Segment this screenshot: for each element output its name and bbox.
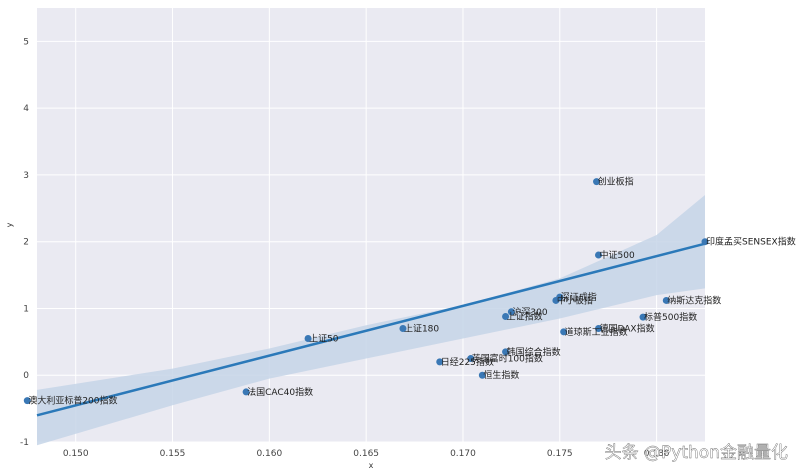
y-tick-label: 4 (23, 104, 29, 114)
data-point (560, 328, 568, 336)
data-point (502, 348, 510, 356)
y-tick-label: -1 (20, 438, 29, 448)
x-axis-label: x (369, 461, 374, 470)
point-label: 沪深300 (512, 306, 547, 318)
confidence-band (37, 195, 705, 446)
data-point (436, 358, 444, 366)
data-point (662, 296, 670, 304)
point-label: 中小板指 (557, 294, 593, 306)
data-point (478, 371, 486, 379)
axis-ticks: 0.150 0.155 0.160 0.165 0.170 0.175 0.180 -1 0 1 2… (20, 37, 670, 459)
point-label: 上证指数 (507, 310, 543, 322)
data-point (242, 388, 250, 396)
point-label: 印度孟买SENSEX指数 (706, 236, 796, 248)
data-point (552, 296, 560, 304)
data-point (701, 238, 709, 246)
y-axis-label: y (5, 222, 14, 227)
data-point (23, 397, 31, 405)
y-tick-label: 0 (23, 371, 29, 381)
point-label: 德国DAX指数 (600, 322, 655, 334)
data-point (595, 324, 603, 332)
point-label: 上证180 (404, 323, 439, 334)
regression-line (36, 242, 706, 417)
data-point (595, 251, 603, 259)
data-point (502, 312, 510, 320)
point-label: 纳斯达克指数 (667, 294, 721, 306)
point-label: 日经225指数 (441, 356, 494, 368)
x-tick-label: 0.175 (547, 449, 573, 459)
point-label: 标普500指数 (644, 311, 697, 323)
y-tick-label: 3 (23, 171, 29, 181)
data-point (399, 324, 407, 332)
data-point (304, 335, 312, 343)
y-tick-label: 2 (23, 238, 29, 248)
x-tick-label: 0.165 (353, 449, 379, 459)
point-label: 法国CAC40指数 (247, 386, 313, 398)
point-label: 中证500 (600, 249, 635, 261)
x-tick-label: 0.160 (256, 449, 282, 459)
point-label: 英国富时100指数 (472, 353, 543, 365)
x-tick-label: 0.150 (63, 449, 89, 459)
y-tick-label: 1 (23, 304, 29, 314)
data-point (507, 308, 515, 316)
point-label: 澳大利亚标普200指数 (28, 395, 117, 407)
data-point (639, 313, 647, 321)
point-label: 上证50 (309, 334, 339, 345)
plot-area (37, 8, 705, 442)
point-label: 恒生指数 (483, 369, 519, 381)
point-label: 道琼斯工业指数 (565, 326, 628, 338)
point-label: 创业板指 (598, 176, 634, 188)
x-tick-label: 0.155 (160, 449, 186, 459)
watermark-text: 头条 @Python金融量化 (605, 443, 788, 463)
y-tick-label: 5 (23, 37, 29, 47)
x-tick-label: 0.180 (644, 449, 670, 459)
point-label: 深证成指 (561, 291, 597, 303)
data-point (593, 178, 601, 186)
x-tick-label: 0.170 (450, 449, 476, 459)
data-point (467, 355, 475, 363)
point-label: 韩国综合指数 (507, 346, 561, 358)
data-points (23, 178, 709, 405)
